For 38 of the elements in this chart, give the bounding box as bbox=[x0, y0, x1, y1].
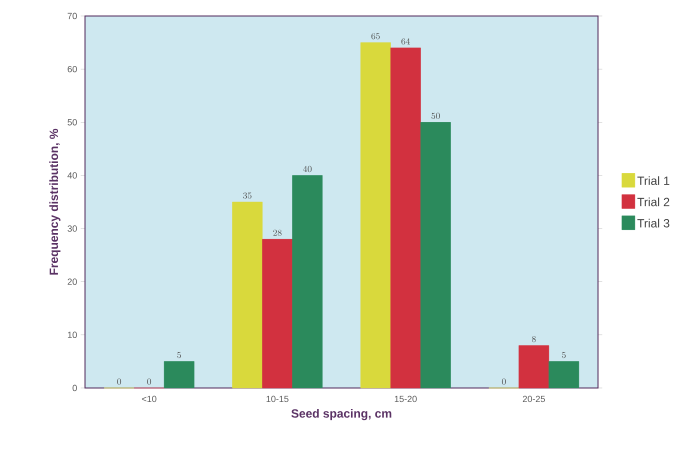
bar bbox=[232, 202, 263, 388]
legend-label: Trial 2 bbox=[637, 197, 670, 206]
legend-label: Trial 1 bbox=[637, 176, 670, 185]
bar bbox=[420, 122, 451, 388]
bar bbox=[360, 42, 391, 388]
bar bbox=[390, 48, 421, 388]
data-label: 64 bbox=[401, 38, 410, 45]
y-tick-label: 60 bbox=[68, 66, 77, 72]
x-axis-title: Seed spacing, cm bbox=[291, 408, 392, 420]
y-tick-label: 70 bbox=[68, 12, 77, 20]
y-tick-label: 10 bbox=[68, 332, 77, 338]
y-tick-label: 50 bbox=[68, 119, 77, 126]
y-axis-title: Frequency distribution, % bbox=[49, 128, 60, 275]
data-label: 0 bbox=[502, 378, 506, 385]
x-tick-label: <10 bbox=[142, 396, 156, 402]
y-tick-label: 40 bbox=[67, 172, 77, 179]
legend-label: Trial 3 bbox=[637, 218, 670, 228]
data-label: 5 bbox=[177, 352, 181, 358]
data-label: 5 bbox=[562, 352, 566, 358]
data-label: 8 bbox=[532, 336, 536, 342]
data-label: 50 bbox=[431, 112, 440, 119]
x-tick-label: 20-25 bbox=[522, 396, 545, 402]
data-label: 65 bbox=[371, 33, 380, 40]
bar bbox=[164, 361, 194, 388]
y-tick-label: 30 bbox=[68, 225, 77, 232]
y-tick-label: 0 bbox=[72, 384, 77, 392]
x-tick-label: 10-15 bbox=[266, 396, 288, 402]
bar bbox=[548, 361, 580, 388]
data-label: 0 bbox=[117, 378, 122, 385]
bar bbox=[262, 238, 293, 388]
data-label: 35 bbox=[243, 192, 252, 199]
x-tick-label: 15-20 bbox=[394, 396, 417, 402]
data-label: 28 bbox=[273, 230, 282, 236]
y-tick-label: 20 bbox=[68, 278, 77, 285]
bar bbox=[292, 175, 323, 388]
data-label: 0 bbox=[147, 378, 152, 385]
data-label: 40 bbox=[303, 166, 312, 172]
bar bbox=[518, 345, 550, 388]
